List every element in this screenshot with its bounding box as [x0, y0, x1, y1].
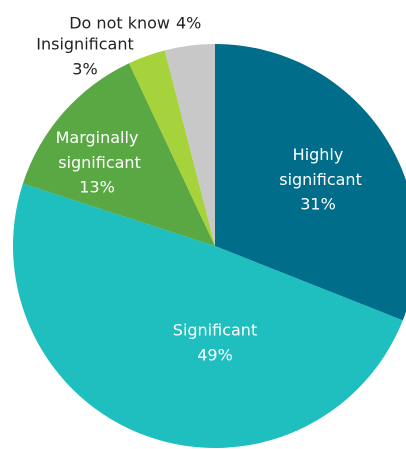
label-line: significant: [274, 170, 362, 189]
pie-slice: [13, 183, 403, 448]
label-line: Highly: [293, 145, 344, 164]
value-label: 4%: [176, 14, 201, 33]
slice-label: Do not know: [69, 14, 170, 33]
slice-label: Insignificant: [36, 35, 133, 54]
slice-label: Significant: [173, 321, 257, 340]
slice-label: Marginally significant: [53, 128, 141, 172]
slice-label: Highly significant: [274, 145, 362, 189]
value-label: 49%: [197, 346, 233, 365]
label-line: Marginally: [56, 128, 139, 147]
pie-slice: [22, 63, 216, 247]
value-label: 31%: [300, 195, 336, 214]
pie-slice: [164, 44, 215, 246]
pie-slice: [128, 50, 215, 246]
value-label: 13%: [79, 178, 115, 197]
pie-slice: [215, 44, 406, 321]
label-line: significant: [53, 153, 141, 172]
value-label: 3%: [72, 60, 97, 79]
